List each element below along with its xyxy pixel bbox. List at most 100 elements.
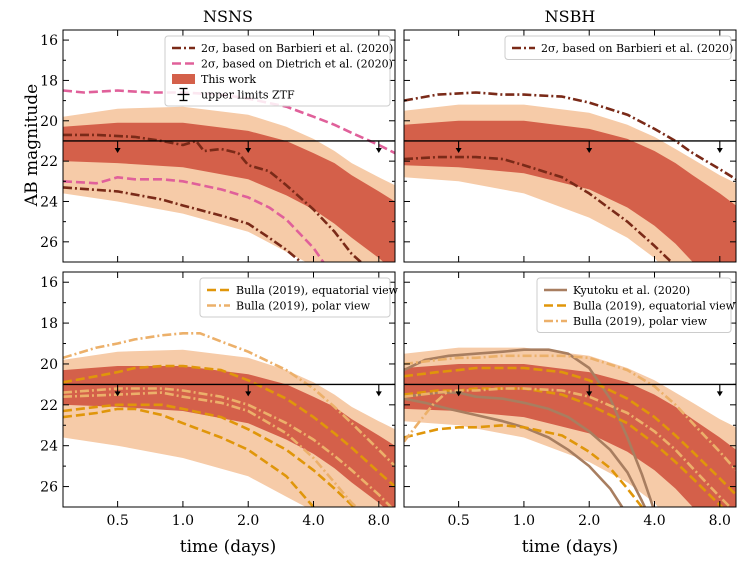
y-tick-label: 24 — [40, 194, 58, 210]
series-bulla-polar-mid — [404, 387, 732, 507]
legend-item: Bulla (2019), polar view — [544, 315, 708, 328]
panel-frame — [403, 29, 737, 263]
legend: Bulla (2019), equatorial view Bulla (2019… — [199, 277, 399, 318]
y-tick-label: 16 — [40, 275, 58, 291]
x-tick-label: 2.0 — [578, 513, 600, 529]
x-tick-label: 1.0 — [513, 513, 535, 529]
x-tick-label: 0.5 — [106, 513, 128, 529]
panel-nsbh-top: 2σ, based on Barbieri et al. (2020) — [403, 29, 737, 263]
legend-label: Kyutoku et al. (2020) — [573, 284, 690, 297]
y-tick-label: 16 — [40, 33, 58, 49]
band-1sigma — [63, 122, 395, 262]
band-1sigma — [63, 366, 395, 507]
series-bulla-polar-upper — [404, 354, 736, 472]
legend: 2σ, based on Barbieri et al. (2020) 2σ, b… — [164, 35, 393, 107]
legend-item: 2σ, based on Barbieri et al. (2020) — [512, 42, 733, 55]
legend-item: Kyutoku et al. (2020) — [544, 284, 690, 297]
y-tick-label: 20 — [40, 357, 58, 373]
y-tick-label: 18 — [40, 316, 58, 332]
series-bulla-eq-upper — [404, 366, 736, 496]
ztf-upper-limit-arrow — [716, 384, 723, 397]
legend: Kyutoku et al. (2020) Bulla (2019), equat… — [536, 277, 736, 333]
y-tick-label: 26 — [40, 480, 58, 496]
series-bulla-eq-lower — [63, 407, 315, 507]
series-bulla-polar-lower — [63, 391, 359, 507]
legend-item: This work — [172, 73, 256, 86]
ztf-upper-limit-arrow — [375, 140, 382, 153]
legend-box — [199, 277, 391, 318]
series-barbieri-lower — [63, 186, 303, 262]
legend-item: Bulla (2019), equatorial view — [207, 284, 399, 297]
ztf-upper-limit-arrow — [716, 140, 723, 153]
x-tick-label: 0.5 — [447, 513, 469, 529]
panel-title-nsns: NSNS — [203, 7, 253, 26]
y-tick-label: 22 — [40, 398, 58, 414]
y-tick-label: 20 — [40, 114, 58, 130]
legend-item: Bulla (2019), polar view — [207, 300, 371, 313]
legend: 2σ, based on Barbieri et al. (2020) — [504, 35, 733, 60]
panel-frame — [403, 271, 737, 508]
panel-frame — [62, 29, 396, 263]
series-bulla-polar-lower — [404, 389, 450, 443]
x-axis-label-left: time (days) — [180, 537, 276, 557]
legend-label: Bulla (2019), polar view — [236, 300, 371, 313]
y-axis-label: AB magnitude — [22, 84, 42, 207]
ztf-upper-limit-arrow — [586, 384, 593, 397]
panel-nsns-top: 16 18 20 22 24 26 2σ, based on Barbieri et al.… — [40, 29, 396, 263]
ztf-upper-limit-arrow — [245, 140, 252, 153]
ztf-upper-limit-arrow — [114, 140, 121, 153]
panel-frame — [62, 271, 396, 508]
series-dietrich-lower — [63, 176, 325, 262]
series-barbieri-lower — [404, 155, 674, 262]
series-kyutoku-upper — [404, 348, 655, 507]
legend-box — [164, 35, 391, 107]
plot-area — [63, 332, 395, 507]
y-tick-label: 24 — [40, 439, 58, 455]
legend-label: Bulla (2019), equatorial view — [236, 284, 399, 297]
ztf-upper-limit-arrow — [245, 384, 252, 397]
series-bulla-eq-upper — [63, 364, 395, 488]
y-tick-label: 22 — [40, 154, 58, 170]
legend-label: 2σ, based on Barbieri et al. (2020) — [201, 42, 393, 55]
plot-area — [404, 347, 736, 507]
panel-title-nsbh: NSBH — [545, 7, 596, 26]
x-axis-label-right: time (days) — [522, 537, 618, 557]
y-tick-label: 26 — [40, 235, 58, 251]
ztf-upper-limit-arrow — [455, 384, 462, 397]
legend-item: upper limits ZTF — [177, 87, 295, 102]
legend-swatch — [172, 74, 195, 84]
series-bulla-polar-mid — [63, 387, 393, 507]
plot-area — [63, 89, 395, 262]
x-tick-label: 8.0 — [368, 513, 390, 529]
legend-item: 2σ, based on Dietrich et al. (2020) — [172, 58, 393, 71]
series-barbieri-upper — [63, 133, 363, 262]
legend-label: 2σ, based on Barbieri et al. (2020) — [541, 42, 733, 55]
panel-nsns-bottom: 16 18 20 22 24 26 0.5 1.0 2.0 4.0 8.0 Bulla (2019),… — [40, 271, 399, 529]
x-tick-label: 4.0 — [302, 513, 324, 529]
legend-label: Bulla (2019), polar view — [573, 315, 708, 328]
series-bulla-eq-lower — [404, 424, 643, 507]
ztf-upper-limit-arrow — [455, 140, 462, 153]
x-tick-label: 2.0 — [237, 513, 259, 529]
x-tick-label: 8.0 — [709, 513, 731, 529]
legend-box — [504, 35, 732, 60]
legend-box — [536, 277, 732, 333]
ztf-upper-limit-arrow — [586, 140, 593, 153]
legend-label: 2σ, based on Dietrich et al. (2020) — [201, 58, 393, 71]
series-kyutoku-lower — [404, 397, 624, 507]
band-1sigma — [404, 364, 736, 507]
plot-area — [404, 91, 736, 262]
legend-item: 2σ, based on Barbieri et al. (2020) — [172, 42, 393, 55]
x-tick-label: 4.0 — [643, 513, 665, 529]
legend-item: Bulla (2019), equatorial view — [544, 300, 736, 313]
x-tick-label: 1.0 — [172, 513, 194, 529]
y-tick-label: 18 — [40, 73, 58, 89]
legend-label: Bulla (2019), equatorial view — [573, 300, 736, 313]
band-1sigma — [404, 120, 736, 262]
legend-label: This work — [201, 73, 256, 86]
ztf-upper-limit-arrow — [375, 384, 382, 397]
ztf-upper-limit-arrow — [114, 384, 121, 397]
series-barbieri-upper — [404, 91, 736, 181]
panel-nsbh-bottom: 0.5 1.0 2.0 4.0 8.0 Kyutoku et al. (2020) Bull… — [403, 271, 737, 529]
